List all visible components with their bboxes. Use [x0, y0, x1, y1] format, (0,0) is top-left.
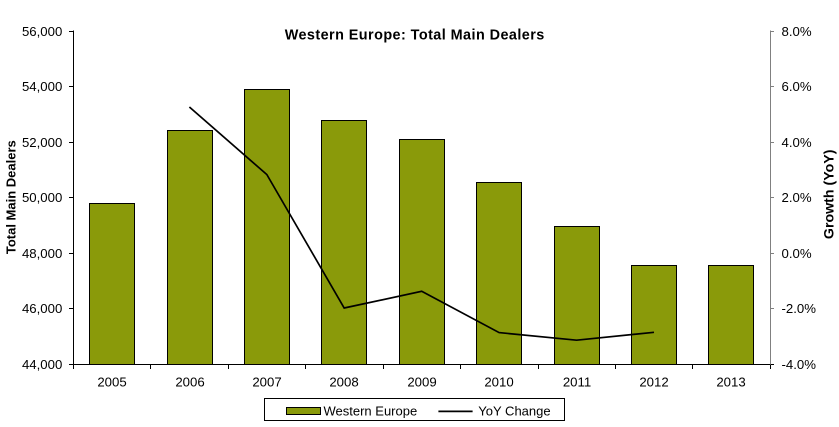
- svg-text:44,000: 44,000: [22, 357, 62, 372]
- svg-text:2011: 2011: [563, 375, 591, 390]
- svg-text:4.0%: 4.0%: [782, 135, 812, 150]
- svg-text:2012: 2012: [639, 375, 668, 390]
- svg-text:Total Main Dealers: Total Main Dealers: [3, 140, 18, 254]
- svg-text:2006: 2006: [175, 375, 204, 390]
- svg-text:2007: 2007: [252, 375, 281, 390]
- svg-text:6.0%: 6.0%: [782, 79, 812, 94]
- svg-text:48,000: 48,000: [22, 246, 62, 261]
- svg-text:46,000: 46,000: [22, 301, 62, 316]
- svg-text:-2.0%: -2.0%: [782, 301, 817, 316]
- svg-text:2005: 2005: [97, 375, 126, 390]
- svg-text:Growth (YoY): Growth (YoY): [822, 149, 838, 239]
- svg-text:2013: 2013: [716, 375, 745, 390]
- svg-text:8.0%: 8.0%: [782, 24, 812, 39]
- svg-text:2008: 2008: [329, 375, 358, 390]
- svg-text:56,000: 56,000: [22, 24, 62, 39]
- svg-text:50,000: 50,000: [22, 190, 62, 205]
- svg-text:2010: 2010: [484, 375, 513, 390]
- svg-text:54,000: 54,000: [22, 79, 62, 94]
- svg-text:Western Europe: Western Europe: [324, 404, 418, 419]
- svg-text:YoY Change: YoY Change: [478, 404, 550, 419]
- svg-text:2.0%: 2.0%: [782, 190, 812, 205]
- svg-text:-4.0%: -4.0%: [782, 357, 817, 372]
- svg-text:Western Europe: Total Main Dea: Western Europe: Total Main Dealers: [285, 27, 545, 43]
- svg-text:0.0%: 0.0%: [782, 246, 812, 261]
- svg-text:52,000: 52,000: [22, 135, 62, 150]
- svg-text:2009: 2009: [407, 375, 436, 390]
